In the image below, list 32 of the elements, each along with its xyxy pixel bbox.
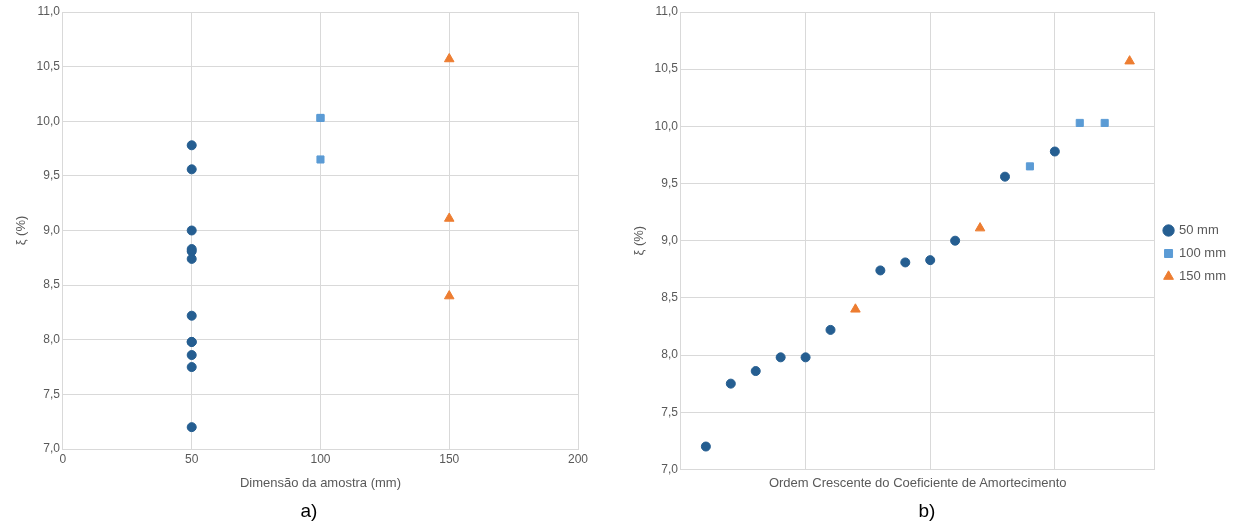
y-tick-label: 9,5 [43, 168, 61, 183]
y-tick-label: 7,0 [43, 441, 61, 456]
y-axis-title: ξ (%) [13, 215, 29, 246]
y-tick-label: 10,5 [36, 58, 61, 73]
text: a) [299, 500, 319, 522]
y-tick-label: 9,0 [43, 222, 61, 237]
y-tick-label: 8,0 [661, 347, 679, 362]
y-tick-label: 10,0 [36, 113, 61, 128]
y-tick-label: 7,0 [661, 461, 679, 476]
x-axis-title: Ordem Crescente do Coeficiente de Amortecimento [768, 474, 1067, 490]
legend-label: 150 mm [1179, 268, 1227, 284]
y-tick-label: 8,5 [43, 277, 61, 292]
y-tick-label: 9,0 [661, 233, 679, 248]
x-tick-label: 0 [59, 451, 67, 466]
legend-label: 100 mm [1179, 245, 1227, 261]
y-axis-title: ξ (%) [631, 225, 647, 256]
y-tick-label: 11,0 [37, 4, 61, 19]
x-tick-label: 150 [439, 451, 460, 466]
x-axis-title: Dimensão da amostra (mm) [239, 474, 402, 490]
y-tick-label: 8,0 [43, 332, 61, 347]
text: b) [917, 500, 937, 522]
y-tick-label: 11,0 [655, 4, 679, 19]
y-tick-label: 10,0 [654, 118, 679, 133]
y-tick-label: 10,5 [654, 61, 679, 76]
y-tick-label: 7,5 [661, 404, 679, 419]
x-tick-label: 200 [567, 451, 589, 466]
legend-label: 50 mm [1179, 222, 1219, 238]
x-tick-label: 100 [310, 451, 331, 466]
y-tick-label: 7,5 [43, 386, 61, 401]
y-tick-label: 9,5 [661, 175, 679, 190]
x-tick-label: 50 [185, 451, 199, 466]
y-tick-label: 8,5 [661, 290, 679, 305]
